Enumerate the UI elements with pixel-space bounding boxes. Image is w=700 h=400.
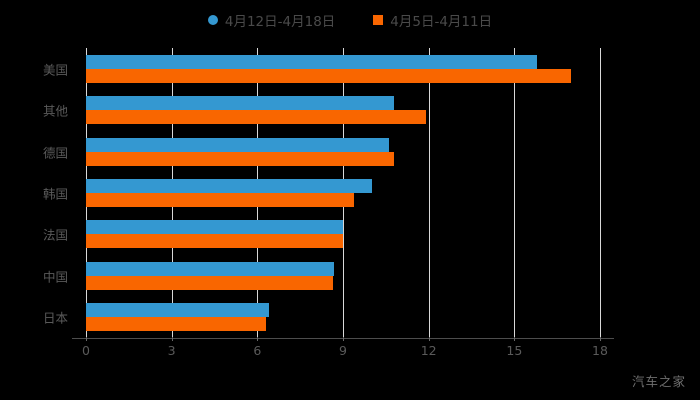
bar-series-2[interactable]	[86, 234, 343, 249]
x-axis-tick-mark	[514, 337, 516, 341]
bar-series-2[interactable]	[86, 110, 426, 125]
square-marker-icon	[373, 15, 384, 25]
y-axis-label-5: 法国	[42, 227, 68, 243]
bar-series-1[interactable]	[86, 303, 269, 318]
x-axis-label-4: 9	[339, 343, 347, 358]
y-axis-label-4: 韩国	[42, 186, 68, 202]
x-axis-label-2: 3	[167, 343, 176, 358]
bar-series-1[interactable]	[86, 179, 372, 193]
bar-series-2[interactable]	[86, 275, 333, 290]
circle-marker-icon	[207, 15, 218, 25]
x-axis-tick-mark	[171, 337, 173, 341]
gridline	[514, 48, 516, 338]
bar-group	[86, 179, 600, 207]
x-axis-label-1: 0	[82, 343, 90, 358]
gridline	[600, 48, 601, 338]
legend-item-series-2[interactable]: 4月5日-4月11日	[373, 10, 492, 30]
y-axis-label-3: 德国	[42, 145, 68, 161]
bar-group	[86, 261, 600, 290]
x-axis-tick-mark	[343, 337, 344, 341]
y-axis-label-6: 中国	[42, 269, 68, 285]
x-axis-tick-mark	[428, 337, 430, 341]
x-axis-tick-mark	[257, 337, 259, 341]
bar-series-1[interactable]	[86, 137, 389, 152]
bar-series-1[interactable]	[86, 96, 395, 111]
bar-series-2[interactable]	[86, 151, 395, 166]
bar-series-2[interactable]	[86, 317, 266, 332]
bar-group	[86, 96, 600, 125]
y-axis-label-1: 美国	[42, 62, 68, 78]
watermark-label: 汽车之家	[631, 374, 686, 389]
bar-series-2[interactable]	[86, 193, 355, 207]
bar-series-1[interactable]	[86, 261, 335, 276]
x-axis-label-5: 12	[420, 343, 437, 358]
y-axis-label-7: 日本	[42, 310, 68, 326]
bar-series-1[interactable]	[86, 54, 538, 69]
x-axis-label-7: 18	[592, 343, 608, 358]
x-axis-tick-mark	[86, 337, 87, 341]
x-axis-tick-mark	[600, 337, 601, 341]
gridline	[428, 48, 430, 338]
bar-series-2[interactable]	[86, 68, 572, 83]
legend-label-series-2: 4月5日-4月11日	[390, 14, 493, 30]
bar-group	[86, 220, 600, 249]
x-axis-tick-labels: 0 3 6 9 12 15 18	[82, 337, 608, 361]
x-axis-label-6: 15	[506, 343, 523, 358]
y-axis-category-labels: 美国其他德国韩国法国中国日本	[0, 48, 78, 338]
legend-label-series-1: 4月12日-4月18日	[224, 14, 336, 30]
bar-group	[86, 303, 600, 332]
y-axis-label-2: 其他	[42, 103, 68, 119]
plot-area	[86, 48, 601, 338]
legend-item-series-1[interactable]: 4月12日-4月18日	[207, 10, 336, 30]
bar-series-1[interactable]	[86, 220, 343, 235]
bar-group	[86, 137, 600, 166]
bar-group	[86, 54, 600, 83]
x-axis-label-3: 6	[253, 343, 262, 358]
chart-legend: 4月12日-4月18日 4月5日-4月11日	[0, 8, 700, 32]
